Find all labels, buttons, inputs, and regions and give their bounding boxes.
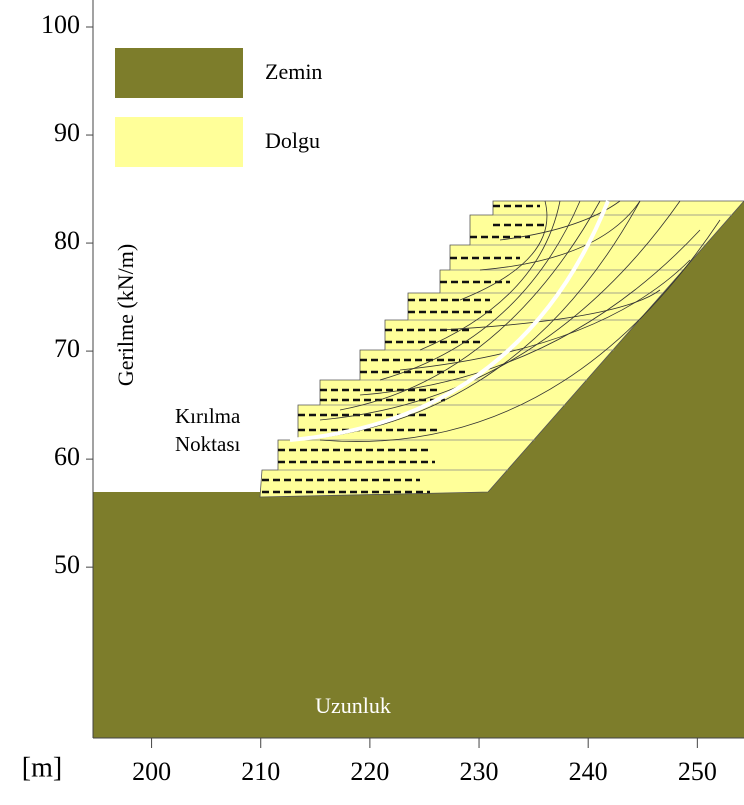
y-tick-label: 80 [54,226,80,255]
y-tick-label: 100 [41,10,80,39]
slip-surfaces [299,200,721,442]
x-tick-label: 220 [350,757,389,786]
annotation: Kırılma [175,404,241,428]
annotation: Noktası [175,432,240,456]
cross-section [93,200,744,738]
x-tick-label: 240 [569,757,608,786]
legend-swatch [115,48,243,98]
ground [93,201,744,738]
x-unit: [m] [22,752,62,783]
x-tick-label: 210 [241,757,280,786]
y-tick-label: 50 [54,550,80,579]
legend-swatch [115,117,243,167]
legend-label: Zemin [265,59,322,84]
x-axis-label: Uzunluk [315,693,391,718]
y-axis-label: Gerilme (kN/m) [113,244,138,386]
x-tick-label: 230 [460,757,499,786]
critical-slip-surface [289,200,610,442]
x-tick-label: 200 [132,757,171,786]
y-tick-label: 70 [54,334,80,363]
y-tick-label: 90 [54,118,80,147]
y-tick-label: 60 [54,442,80,471]
legend-label: Dolgu [265,128,320,153]
x-tick-label: 250 [678,757,717,786]
